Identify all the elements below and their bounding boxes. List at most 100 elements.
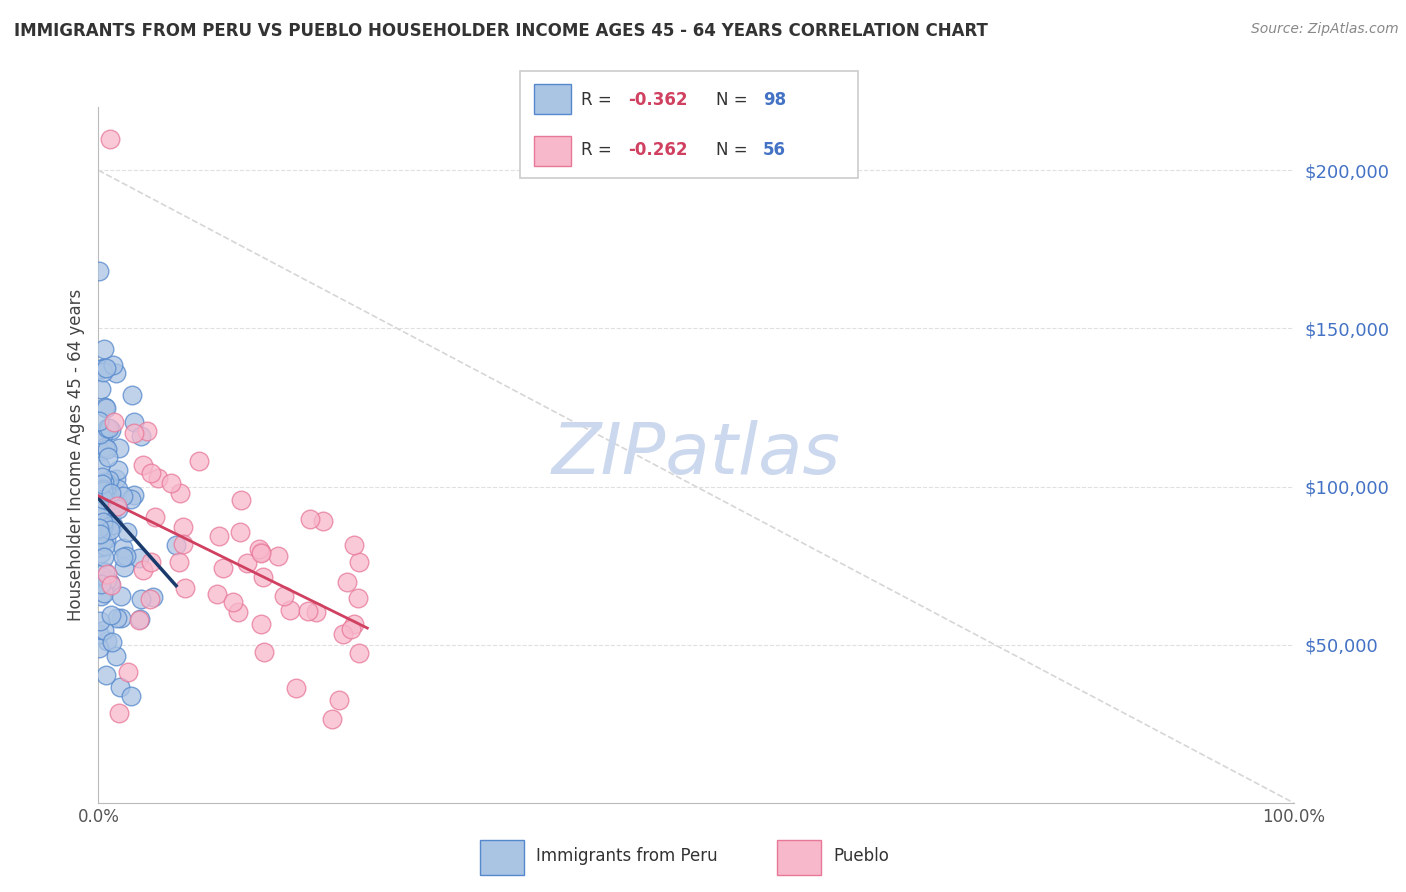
Point bbox=[129, 429, 152, 443]
Point bbox=[94, 401, 117, 415]
Point bbox=[91, 519, 114, 533]
Point bbox=[212, 560, 235, 574]
Point bbox=[93, 475, 115, 490]
Point bbox=[93, 565, 115, 579]
Point bbox=[91, 534, 114, 549]
Point bbox=[139, 591, 162, 606]
Point bbox=[267, 549, 290, 564]
Point bbox=[94, 440, 117, 454]
Point bbox=[188, 454, 211, 468]
Point bbox=[93, 570, 115, 584]
Point bbox=[120, 690, 142, 704]
Point bbox=[112, 541, 135, 555]
Point bbox=[111, 549, 134, 564]
Point bbox=[208, 529, 231, 543]
Point bbox=[107, 500, 129, 514]
Point bbox=[100, 577, 122, 591]
Point bbox=[96, 420, 118, 434]
Text: Pueblo: Pueblo bbox=[832, 847, 889, 865]
Point bbox=[96, 668, 118, 682]
Point bbox=[108, 706, 131, 720]
Point bbox=[173, 581, 195, 595]
Point bbox=[249, 547, 271, 561]
Text: IMMIGRANTS FROM PERU VS PUEBLO HOUSEHOLDER INCOME AGES 45 - 64 YEARS CORRELATION: IMMIGRANTS FROM PERU VS PUEBLO HOUSEHOLD… bbox=[14, 22, 988, 40]
Point bbox=[231, 493, 253, 508]
Text: 56: 56 bbox=[763, 141, 786, 159]
Point bbox=[103, 518, 125, 533]
Point bbox=[90, 576, 112, 591]
Point bbox=[349, 555, 371, 569]
Point bbox=[94, 539, 117, 553]
Point bbox=[89, 525, 111, 540]
Point bbox=[165, 538, 187, 552]
Point bbox=[148, 471, 170, 485]
Point bbox=[107, 502, 129, 516]
Point bbox=[98, 575, 121, 590]
Point bbox=[89, 541, 111, 555]
Text: ZIPatlas: ZIPatlas bbox=[551, 420, 841, 490]
Point bbox=[93, 586, 115, 600]
Point bbox=[115, 549, 138, 564]
Point bbox=[91, 470, 114, 484]
Point bbox=[299, 512, 322, 526]
Point bbox=[253, 645, 276, 659]
Point bbox=[96, 442, 118, 457]
Point bbox=[169, 485, 191, 500]
Point bbox=[343, 616, 366, 631]
Point bbox=[236, 556, 259, 570]
Point bbox=[328, 693, 350, 707]
Point bbox=[169, 555, 191, 569]
Point bbox=[90, 362, 112, 376]
Point bbox=[112, 559, 135, 574]
Point bbox=[101, 503, 124, 517]
Point bbox=[98, 575, 121, 590]
Text: N =: N = bbox=[716, 141, 752, 159]
Point bbox=[228, 605, 250, 619]
Point bbox=[93, 342, 115, 356]
Point bbox=[103, 415, 125, 429]
FancyBboxPatch shape bbox=[534, 84, 571, 114]
Point bbox=[124, 425, 146, 440]
Point bbox=[110, 611, 132, 625]
Point bbox=[96, 633, 118, 648]
Point bbox=[90, 383, 112, 397]
Point bbox=[100, 423, 122, 437]
Point bbox=[128, 612, 150, 626]
Point bbox=[124, 488, 146, 502]
Point bbox=[250, 617, 273, 632]
Point bbox=[87, 264, 110, 278]
Point bbox=[100, 607, 122, 622]
Point bbox=[89, 614, 111, 628]
FancyBboxPatch shape bbox=[481, 840, 523, 875]
Point bbox=[107, 482, 129, 496]
Point bbox=[98, 518, 121, 533]
Text: R =: R = bbox=[581, 91, 617, 109]
Y-axis label: Householder Income Ages 45 - 64 years: Householder Income Ages 45 - 64 years bbox=[66, 289, 84, 621]
Point bbox=[97, 473, 120, 487]
Point bbox=[89, 503, 111, 517]
Point bbox=[159, 475, 181, 490]
Point bbox=[110, 589, 132, 603]
Point bbox=[89, 426, 111, 441]
Point bbox=[89, 527, 111, 541]
Point bbox=[129, 592, 152, 607]
Point bbox=[96, 516, 118, 531]
Point bbox=[278, 603, 301, 617]
Point bbox=[104, 496, 127, 510]
Point bbox=[347, 591, 370, 605]
Point bbox=[297, 604, 319, 618]
Point bbox=[91, 492, 114, 507]
Point bbox=[349, 646, 371, 660]
Point bbox=[340, 622, 363, 636]
Point bbox=[252, 570, 274, 584]
Point bbox=[117, 524, 139, 539]
Point bbox=[222, 595, 245, 609]
Point bbox=[312, 515, 335, 529]
Point bbox=[98, 523, 121, 537]
Point bbox=[343, 538, 366, 552]
Text: -0.262: -0.262 bbox=[628, 141, 688, 159]
Point bbox=[94, 532, 117, 546]
Point bbox=[91, 365, 114, 379]
FancyBboxPatch shape bbox=[778, 840, 821, 875]
Point bbox=[89, 458, 111, 473]
